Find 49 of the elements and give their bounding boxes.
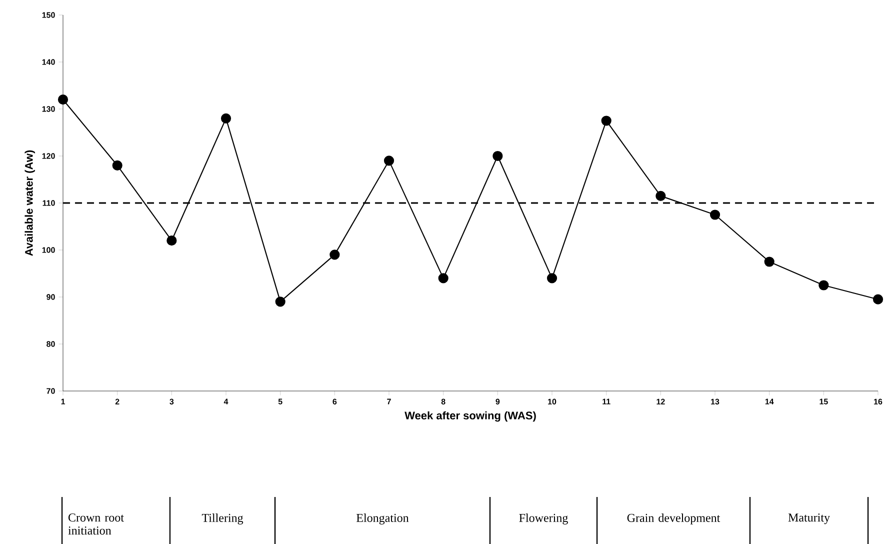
x-tick-label: 16 [874,398,882,404]
point [872,294,884,304]
point [546,273,558,284]
y-tick-label: 80 [46,341,55,347]
text: Grain development [627,514,720,524]
point [112,160,122,170]
text: Maturity [788,514,830,524]
text: Flowering [519,514,568,524]
point [330,250,340,260]
x-tick-label: 5 [278,398,282,404]
x-tick-label: 1 [61,398,65,404]
x-axis-title: Week after sowing (WAS) [404,411,536,422]
x-tick-label: 9 [496,398,500,404]
text: Crown root initiation [68,514,124,535]
text: Tillering [202,514,244,524]
point [710,210,720,220]
y-tick-label: 140 [42,59,55,65]
point [601,116,612,126]
point [438,273,448,284]
y-tick-label: 120 [42,153,55,159]
point [492,150,503,162]
point [818,280,829,290]
x-tick-label: 6 [332,398,337,404]
point [275,296,286,307]
x-tick-label: 14 [765,398,774,404]
y-tick-label: 90 [46,294,55,300]
y-axis-title: Available water (Aw) [24,150,35,256]
y-tick-label: 100 [42,247,55,253]
point [384,156,394,166]
y-tick-label: 110 [42,200,55,206]
text: Elongation [356,514,409,524]
x-tick-label: 4 [224,398,228,404]
y-tick-label: 130 [42,106,55,112]
x-tick-label: 11 [602,398,610,404]
x-tick-label: 13 [711,398,720,404]
x-tick-label: 12 [656,398,665,404]
x-tick-label: 3 [170,398,174,404]
x-tick-label: 2 [115,398,120,404]
y-tick-label: 70 [46,388,55,394]
point [220,113,232,124]
point [656,190,666,201]
point [58,94,68,105]
x-tick-label: 15 [820,398,828,404]
x-tick-label: 10 [548,398,556,404]
x-tick-label: 7 [387,398,391,404]
x-tick-label: 8 [441,398,446,404]
point [166,236,177,246]
point [764,256,774,267]
y-tick-label: 150 [42,12,55,18]
